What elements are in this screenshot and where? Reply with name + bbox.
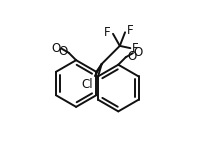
Text: O: O [51, 42, 61, 55]
Text: Cl: Cl [82, 78, 94, 90]
Text: F: F [104, 26, 111, 39]
Text: F: F [132, 42, 138, 55]
Text: O: O [58, 45, 67, 59]
Text: O: O [127, 50, 136, 63]
Text: F: F [127, 24, 133, 37]
Text: O: O [134, 46, 143, 59]
